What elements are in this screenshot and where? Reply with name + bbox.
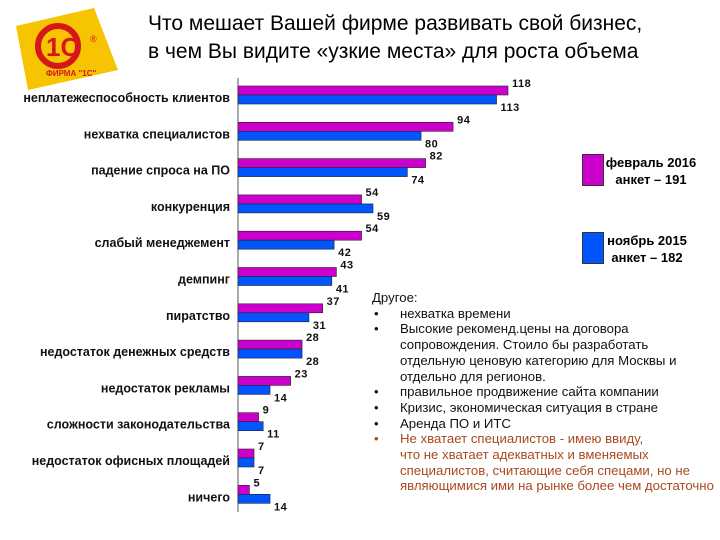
- value-label-feb-2016: 37: [327, 296, 340, 308]
- value-label-feb-2016: 82: [430, 151, 443, 163]
- bar-feb-2016: [237, 412, 259, 423]
- value-label-feb-2016: 5: [253, 477, 260, 489]
- value-label-nov-2015: 14: [274, 392, 288, 404]
- page-title: Что мешает Вашей фирме развивать свой би…: [148, 10, 718, 66]
- legend-feb-line-2: анкет – 191: [615, 172, 687, 187]
- value-label-nov-2015: 14: [274, 501, 288, 513]
- bar-nov-2015: [237, 130, 422, 141]
- bar-nov-2015: [237, 421, 264, 432]
- category-label: конкуренция: [151, 200, 230, 214]
- value-label-feb-2016: 7: [258, 441, 265, 453]
- bar-feb-2016: [237, 121, 454, 132]
- note-text: Кризис, экономическая ситуация в стране: [400, 399, 658, 415]
- value-label-feb-2016: 23: [295, 368, 308, 380]
- bar-feb-2016: [237, 376, 291, 386]
- value-label-nov-2015: 113: [501, 102, 520, 114]
- logo-mark: 1С: [46, 32, 79, 62]
- bar-nov-2015: [237, 203, 374, 214]
- title-line-2: в чем Вы видите «узкие места» для роста …: [148, 40, 639, 63]
- bar-feb-2016: [237, 158, 426, 168]
- bar-nov-2015: [237, 239, 335, 250]
- value-label-feb-2016: 118: [512, 78, 531, 90]
- note-text: Аренда ПО и ИТС: [400, 415, 511, 431]
- bar-nov-2015: [237, 385, 271, 395]
- value-label-nov-2015: 74: [411, 175, 425, 187]
- value-label-nov-2015: 42: [338, 247, 351, 259]
- bar-feb-2016: [237, 484, 250, 495]
- value-label-feb-2016: 54: [366, 187, 380, 199]
- value-label-nov-2015: 80: [425, 138, 438, 150]
- bar-chart: неплатежеспособность клиентов 118 113 нехва…: [23, 78, 531, 513]
- bar-nov-2015: [237, 312, 310, 323]
- bar-feb-2016: [237, 448, 255, 459]
- legend-label-feb-2016: февраль 2016 анкет – 191: [596, 154, 706, 188]
- note-text: правильное продвижение сайта компании: [400, 384, 659, 400]
- category-label: демпинг: [178, 273, 230, 287]
- notes-list: нехватка времени Высокие рекоменд.цены н…: [372, 306, 717, 494]
- bar-feb-2016: [237, 230, 362, 241]
- category-label: нехватка специалистов: [84, 127, 231, 141]
- company-logo: 1С ® ФИРМА "1С": [6, 8, 134, 90]
- legend-swatch-feb-2016: [582, 154, 604, 186]
- note-item: нехватка времени: [372, 306, 717, 322]
- notes-header: Другое:: [372, 290, 418, 305]
- note-text: Не хватает специалистов - имею ввиду,: [400, 431, 644, 447]
- other-reasons-notes: Другое: нехватка времени Высокие рекомен…: [372, 290, 717, 494]
- value-label-feb-2016: 94: [457, 114, 471, 126]
- legend-nov-line-2: анкет – 182: [611, 250, 683, 265]
- legend-swatch-nov-2015: [582, 232, 604, 264]
- bar-nov-2015: [237, 167, 408, 177]
- legend-feb-line-1: февраль 2016: [605, 155, 697, 170]
- logo-ring: [35, 23, 81, 69]
- value-label-nov-2015: 59: [377, 211, 390, 223]
- bar-nov-2015: [237, 348, 303, 359]
- bar-feb-2016: [237, 303, 323, 314]
- legend-label-nov-2015: ноябрь 2015 анкет – 182: [592, 232, 702, 266]
- value-label-feb-2016: 43: [340, 260, 353, 272]
- note-item: Аренда ПО и ИТС: [372, 416, 717, 432]
- note-continuation: что не хватает адекватных и вменяемых сп…: [400, 447, 714, 494]
- category-label: пиратство: [166, 309, 230, 323]
- title-line-1: Что мешает Вашей фирме развивать свой би…: [148, 12, 643, 35]
- logo-background: [16, 8, 118, 90]
- category-label: падение спроса на ПО: [91, 164, 230, 178]
- category-label: недостаток денежных средств: [40, 345, 230, 359]
- category-label: недостаток офисных площадей: [32, 454, 230, 468]
- bar-nov-2015: [237, 94, 497, 105]
- category-label: неплатежеспособность клиентов: [23, 91, 230, 105]
- value-label-nov-2015: 41: [336, 284, 349, 296]
- value-label-nov-2015: 28: [306, 356, 319, 368]
- note-item-highlight: Не хватает специалистов - имею ввиду, чт…: [372, 431, 717, 494]
- note-item: Высокие рекоменд.цены на договора сопров…: [372, 321, 717, 384]
- value-label-feb-2016: 28: [306, 332, 319, 344]
- note-item: Кризис, экономическая ситуация в стране: [372, 400, 717, 416]
- logo-caption: ФИРМА "1С": [46, 69, 96, 78]
- value-label-nov-2015: 7: [258, 465, 265, 477]
- note-item: правильное продвижение сайта компании: [372, 384, 717, 400]
- bar-nov-2015: [237, 457, 255, 468]
- category-label: ничего: [188, 490, 230, 504]
- value-label-feb-2016: 54: [366, 223, 380, 235]
- legend-nov-line-1: ноябрь 2015: [607, 233, 687, 248]
- logo-reg-mark: ®: [90, 34, 97, 44]
- bar-nov-2015: [237, 276, 333, 286]
- note-text: Высокие рекоменд.цены на договора: [400, 321, 629, 337]
- bar-feb-2016: [237, 267, 337, 277]
- bar-nov-2015: [237, 493, 271, 504]
- value-label-nov-2015: 11: [267, 429, 280, 441]
- bar-feb-2016: [237, 85, 509, 96]
- value-label-feb-2016: 9: [263, 405, 270, 417]
- logo-graphic: 1С ® ФИРМА "1С": [16, 8, 118, 90]
- category-label: недостаток рекламы: [101, 381, 230, 395]
- category-label: сложности законодательства: [47, 418, 231, 432]
- bar-feb-2016: [237, 339, 303, 350]
- note-text: нехватка времени: [400, 305, 511, 321]
- category-label: слабый менеджемент: [95, 236, 230, 250]
- value-label-nov-2015: 31: [313, 320, 326, 332]
- bar-feb-2016: [237, 194, 362, 205]
- note-continuation: сопровождения. Стоило бы разработать отд…: [400, 337, 677, 384]
